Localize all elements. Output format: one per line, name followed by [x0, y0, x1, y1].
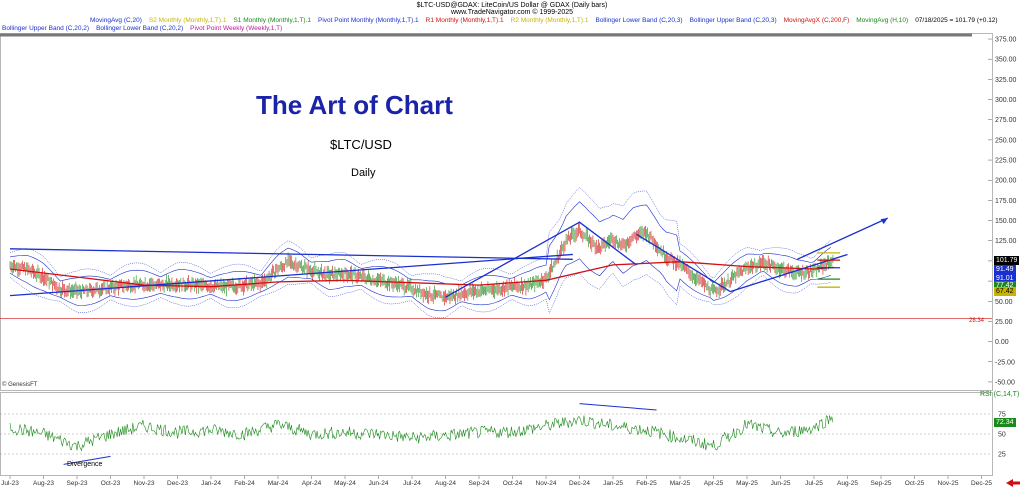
- period-label: Daily: [351, 167, 376, 179]
- chart-header-line1: $LTC-USD@GDAX: LiteCoin/US Dollar @ GDAX…: [416, 2, 608, 9]
- bollinger-lower-band-3: [9, 272, 831, 319]
- bollinger-upper-band-3: [9, 187, 831, 281]
- y-tick-label: 200.00: [995, 178, 1017, 185]
- x-tick-label: May-25: [736, 480, 758, 487]
- x-tick-label: Feb-24: [234, 480, 255, 487]
- x-tick-label: Aug-23: [33, 480, 54, 487]
- symbol-label: $LTC/USD: [330, 137, 392, 152]
- y-tick-label: -50.00: [995, 379, 1015, 386]
- y-tick-label: 125.00: [995, 238, 1017, 245]
- legend-item: Pivot Point Monthly (Monthly,1,T).1: [318, 17, 419, 24]
- y-tick-label: 350.00: [995, 57, 1017, 64]
- x-tick-label: Apr-24: [302, 480, 322, 487]
- x-tick-label: Jul-23: [1, 480, 19, 487]
- x-tick-label: May-24: [334, 480, 356, 487]
- x-tick-label: Jan-24: [201, 480, 221, 487]
- x-tick-label: Aug-25: [837, 480, 858, 487]
- x-tick-label: Oct-23: [101, 480, 121, 487]
- divergence-trendline: [63, 455, 111, 465]
- rally-trendline: [445, 221, 580, 298]
- scroll-left-button[interactable]: [1004, 478, 1022, 488]
- x-tick-label: Oct-24: [503, 480, 523, 487]
- legend-row-1: MovingAvg (C,20) S2 Monthly (Monthly,1,T)…: [90, 17, 1005, 24]
- x-tick-label: Sep-23: [67, 480, 88, 487]
- x-tick-label: Dec-24: [569, 480, 590, 487]
- x-tick-label: Jul-25: [805, 480, 823, 487]
- drop-trendline: [579, 221, 637, 266]
- x-tick-label: Mar-25: [670, 480, 691, 487]
- legend-row-2: Bollinger Upper Band (C,20,2) Bollinger L…: [2, 25, 289, 32]
- legend-item: Pivot Point Weekly (Weekly,1,T): [190, 25, 283, 32]
- x-tick-label: Nov-23: [134, 480, 155, 487]
- y-tick-label: 275.00: [995, 117, 1017, 124]
- rsi-value-tag: 72.34: [994, 418, 1016, 427]
- x-tick-label: Jun-25: [771, 480, 791, 487]
- x-tick-label: Dec-25: [971, 480, 992, 487]
- x-tick-label: Nov-24: [536, 480, 557, 487]
- bollinger-tag: 91.01: [994, 274, 1016, 283]
- y-tick-label: 225.00: [995, 158, 1017, 165]
- x-tick-label: Feb-25: [636, 480, 657, 487]
- bollinger-upper-band-2: [9, 201, 831, 286]
- last-price-tag: 101.79: [994, 256, 1020, 265]
- y-tick-label: 0.00: [995, 339, 1009, 346]
- legend-item: R2 Monthly (Monthly,1,T).1: [510, 17, 589, 24]
- y-tick-label: 50.00: [995, 299, 1013, 306]
- rsi-tick-label: 75: [998, 412, 1006, 419]
- channel-bottom-trendline: [9, 253, 573, 297]
- decline-trendline: [636, 233, 731, 293]
- y-tick-label: 325.00: [995, 77, 1017, 84]
- legend-item: MovingAvgX (C,200,F): [783, 17, 850, 24]
- legend-item: Bollinger Upper Band (C,20,3): [689, 17, 777, 24]
- legend-item: Bollinger Lower Band (C,20,3): [595, 17, 683, 24]
- legend-item: Bollinger Upper Band (C,20,2): [2, 25, 90, 32]
- y-tick-label: 250.00: [995, 137, 1017, 144]
- x-tick-label: Jun-24: [369, 480, 389, 487]
- legend-item: S1 Monthly (Monthly,1,T).1: [233, 17, 311, 24]
- main-panel-frame: [0, 33, 993, 391]
- legend-item: MovingAvg (H,10): [856, 17, 909, 24]
- chart-header-line2: www.TradeNavigator.com © 1999-2025: [450, 9, 573, 16]
- pivot-point-tag: 91.49: [994, 265, 1016, 274]
- rsi-line: [9, 414, 834, 452]
- x-tick-label: Aug-24: [435, 480, 456, 487]
- x-tick-label: Sep-24: [469, 480, 490, 487]
- s2-tag: 67.42: [994, 287, 1016, 296]
- x-tick-label: Nov-25: [938, 480, 959, 487]
- y-tick-label: -25.00: [995, 359, 1015, 366]
- projection-arrow-line: [796, 217, 888, 260]
- x-tick-label: Apr-25: [704, 480, 724, 487]
- divergence-label: Divergence: [67, 461, 103, 468]
- y-tick-label: 300.00: [995, 97, 1017, 104]
- x-tick-label: Jul-24: [403, 480, 421, 487]
- legend-item: MovingAvg (C,20): [90, 17, 142, 24]
- y-tick-label: 150.00: [995, 218, 1017, 225]
- arrow-head-icon: [880, 218, 888, 225]
- legend-item: R1 Monthly (Monthly,1,T).1: [425, 17, 504, 24]
- rsi-tick-label: 50: [998, 432, 1006, 439]
- y-tick-label: 175.00: [995, 198, 1017, 205]
- x-tick-label: Sep-25: [871, 480, 892, 487]
- legend-item: S2 Monthly (Monthly,1,T).1: [148, 17, 227, 24]
- rsi-label: RSI (C,14,T): [980, 391, 1020, 398]
- art-of-chart-title: The Art of Chart: [256, 90, 453, 120]
- rsi-resistance-trendline: [579, 403, 657, 411]
- legend-item: Bollinger Lower Band (C,20,2): [96, 25, 184, 32]
- channel-top-trendline: [9, 248, 573, 260]
- rsi-tick-label: 25: [998, 452, 1006, 459]
- bollinger-lower-band-2: [9, 258, 831, 312]
- x-tick-label: Jan-25: [603, 480, 623, 487]
- legend-item: 07/18/2025 = 101.79 (+0.12): [915, 17, 998, 24]
- reference-level-label: 28.34: [969, 318, 985, 324]
- x-tick-label: Dec-23: [167, 480, 188, 487]
- x-tick-label: Mar-24: [268, 480, 289, 487]
- x-tick-label: Oct-25: [905, 480, 925, 487]
- y-tick-label: 25.00: [995, 319, 1013, 326]
- arrow-left-icon: [1006, 479, 1020, 487]
- genesis-credit: © GenesisFT: [2, 382, 38, 388]
- y-tick-label: 375.00: [995, 37, 1017, 44]
- s1-tag: 77.42: [994, 281, 1016, 290]
